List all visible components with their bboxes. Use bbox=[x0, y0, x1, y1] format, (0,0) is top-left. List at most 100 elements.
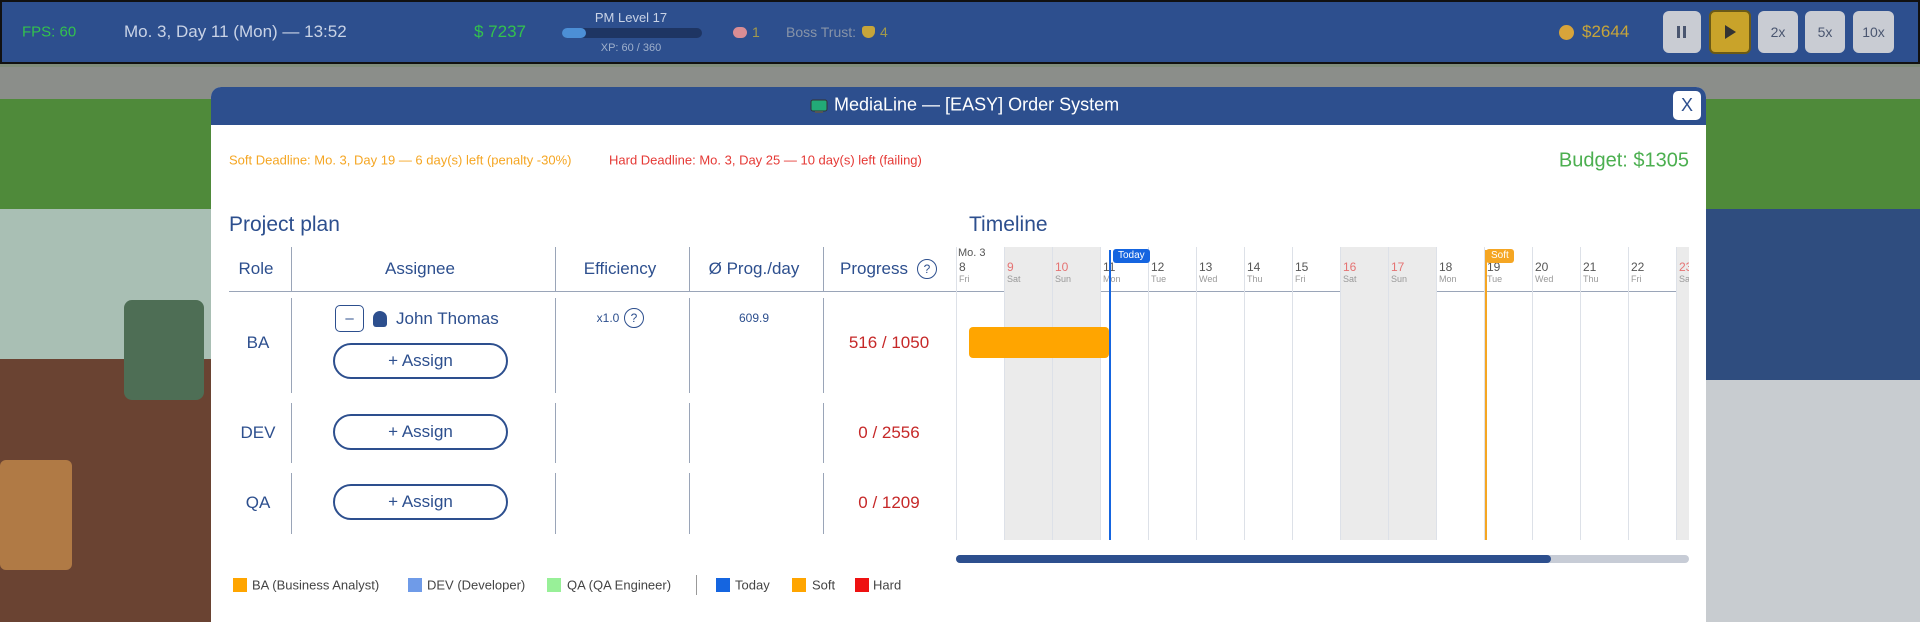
legend-label: Today bbox=[735, 577, 770, 593]
month-label: Mo. 3 bbox=[958, 247, 986, 259]
weekday: Mon bbox=[1103, 274, 1121, 284]
column-border bbox=[291, 298, 292, 393]
speed-button[interactable]: 5x bbox=[1805, 11, 1845, 53]
soft-line bbox=[1485, 250, 1487, 540]
speed-button[interactable]: 2x bbox=[1758, 11, 1798, 53]
plan-title: Project plan bbox=[229, 213, 340, 236]
column-header: Efficiency bbox=[583, 259, 657, 278]
pause-button[interactable] bbox=[1663, 11, 1701, 53]
day-column: 15 Fri bbox=[1292, 247, 1340, 540]
day-column: 14 Thu bbox=[1244, 247, 1292, 540]
assign-button[interactable]: + Assign bbox=[333, 484, 508, 520]
weekday: Sun bbox=[1391, 274, 1408, 284]
legend-label: QA (QA Engineer) bbox=[567, 577, 672, 593]
column-header: Assignee bbox=[385, 259, 455, 278]
day-number: 14 bbox=[1247, 260, 1261, 274]
speed-button[interactable]: 10x bbox=[1853, 11, 1894, 53]
day-number: 18 bbox=[1439, 260, 1453, 274]
weekday: Tue bbox=[1487, 274, 1503, 284]
role: QA bbox=[245, 493, 271, 512]
legend-swatch bbox=[408, 578, 422, 592]
weekday: Thu bbox=[1247, 274, 1263, 284]
legend-swatch bbox=[547, 578, 561, 592]
column-border bbox=[823, 403, 824, 463]
day-column: 21 Thu bbox=[1580, 247, 1628, 540]
day-number: 23 bbox=[1679, 260, 1689, 274]
day-column: 10 Sun bbox=[1052, 247, 1100, 540]
progress: 516 / 1050 bbox=[848, 333, 930, 352]
header-line bbox=[229, 291, 1689, 292]
task-bar bbox=[969, 327, 1109, 358]
play-button[interactable] bbox=[1709, 10, 1751, 54]
column-header: Role bbox=[238, 259, 274, 278]
legend-swatch bbox=[233, 578, 247, 592]
role: BA bbox=[246, 333, 270, 352]
day-column: 19 Tue bbox=[1484, 247, 1532, 540]
column-border bbox=[555, 247, 556, 291]
day-column: 12 Tue bbox=[1148, 247, 1196, 540]
weekday: Tue bbox=[1151, 274, 1167, 284]
weekday: Wed bbox=[1535, 274, 1554, 284]
progress: 0 / 1209 bbox=[858, 493, 920, 512]
column-border bbox=[689, 403, 690, 463]
soft-label: Soft bbox=[1486, 249, 1514, 263]
role: DEV bbox=[240, 423, 276, 442]
day-column: 18 Mon bbox=[1436, 247, 1484, 540]
assignee: John Thomas bbox=[396, 309, 499, 328]
day-number: 19 bbox=[1487, 260, 1501, 274]
close-button[interactable]: X bbox=[1673, 91, 1701, 120]
scrollbar[interactable] bbox=[956, 555, 1689, 563]
column-header: Ø Prog./day bbox=[708, 259, 800, 278]
progress: 0 / 2556 bbox=[858, 423, 920, 442]
soft-deadline: Soft Deadline: Mo. 3, Day 19 — 6 day(s) … bbox=[229, 152, 572, 168]
day-number: 10 bbox=[1055, 260, 1069, 274]
weekday: Sat bbox=[1343, 274, 1357, 284]
assign-button[interactable]: + Assign bbox=[333, 343, 508, 379]
column-border bbox=[555, 473, 556, 534]
xp-fill bbox=[562, 28, 586, 38]
day-number: 12 bbox=[1151, 260, 1165, 274]
assign-button[interactable]: + Assign bbox=[333, 414, 508, 450]
column-border bbox=[555, 403, 556, 463]
column-border bbox=[291, 247, 292, 291]
weekday: Mon bbox=[1439, 274, 1457, 284]
boss-trust-label: Boss Trust: bbox=[786, 24, 857, 40]
day-column: 17 Sun bbox=[1388, 247, 1436, 540]
column-header: Progress bbox=[839, 259, 909, 278]
column-border bbox=[291, 473, 292, 534]
top-bar bbox=[0, 0, 1920, 64]
day-number: 15 bbox=[1295, 260, 1309, 274]
day-number: 21 bbox=[1583, 260, 1597, 274]
day-number: 13 bbox=[1199, 260, 1213, 274]
column-border bbox=[823, 298, 824, 393]
weekday: Sat bbox=[1007, 274, 1021, 284]
boss-trust: 4 bbox=[880, 24, 888, 40]
day-column: 11Mon bbox=[1100, 247, 1148, 540]
day-number: 8 bbox=[959, 260, 966, 274]
day-number: 9 bbox=[1007, 260, 1014, 274]
legend-swatch bbox=[716, 578, 730, 592]
fps: FPS: 60 bbox=[22, 23, 77, 41]
weekday: Wed bbox=[1199, 274, 1218, 284]
day-number: 17 bbox=[1391, 260, 1405, 274]
weekday: Sun bbox=[1055, 274, 1072, 284]
column-border bbox=[689, 298, 690, 393]
bathroom-floor bbox=[1706, 380, 1920, 622]
trust-icon bbox=[862, 26, 875, 38]
legend-label: BA (Business Analyst) bbox=[252, 577, 380, 593]
scroll-thumb[interactable] bbox=[956, 555, 1551, 563]
column-border bbox=[291, 403, 292, 463]
day-column: 13 Wed bbox=[1196, 247, 1244, 540]
column-border bbox=[823, 247, 824, 291]
help-icon[interactable]: ? bbox=[917, 259, 937, 279]
day-number: 20 bbox=[1535, 260, 1549, 274]
remove-button[interactable]: – bbox=[335, 305, 364, 332]
modal-title: MediaLine — [EASY] Order System bbox=[834, 94, 1120, 115]
help-icon[interactable]: ? bbox=[624, 308, 644, 328]
legend-label: Hard bbox=[873, 577, 902, 593]
prog-per-day: 609.9 bbox=[738, 311, 770, 325]
column-border bbox=[689, 247, 690, 291]
legend-divider bbox=[696, 575, 697, 595]
column-border bbox=[555, 298, 556, 393]
